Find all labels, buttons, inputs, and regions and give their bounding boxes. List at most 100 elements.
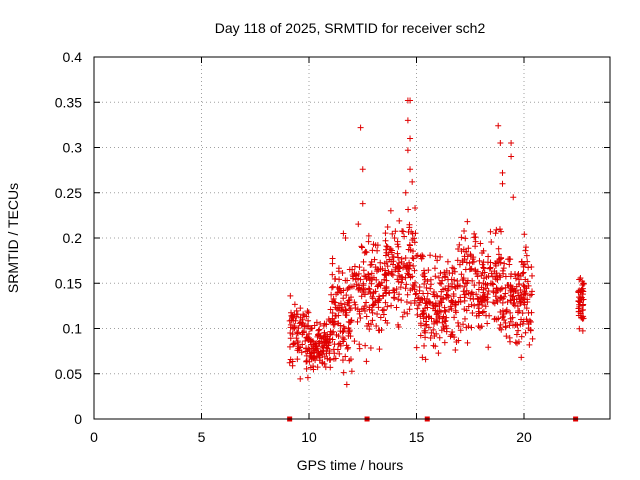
data-point [455, 323, 462, 330]
data-point [428, 281, 435, 288]
data-point [360, 258, 367, 265]
data-point [489, 280, 496, 287]
data-point [421, 295, 428, 302]
data-point [358, 293, 365, 300]
data-point [435, 274, 442, 281]
data-point [502, 273, 509, 280]
data-point [576, 308, 583, 315]
data-point [346, 297, 353, 304]
data-point [513, 331, 520, 338]
data-point [354, 318, 361, 325]
data-point [498, 228, 505, 235]
data-point [304, 308, 311, 315]
data-point [313, 319, 320, 326]
data-point [323, 321, 330, 328]
data-point [316, 326, 323, 333]
data-point [376, 327, 383, 334]
data-point [440, 295, 447, 302]
data-point [474, 273, 481, 280]
data-point [328, 329, 335, 336]
data-point [444, 258, 451, 265]
data-point [321, 360, 328, 367]
data-point [414, 295, 421, 302]
data-point [391, 287, 398, 294]
data-point [441, 269, 448, 276]
data-point [413, 344, 420, 351]
data-point [465, 245, 472, 252]
data-point [524, 258, 531, 265]
data-point [401, 309, 408, 316]
data-point [518, 258, 525, 265]
data-point [469, 277, 476, 284]
data-point [286, 343, 293, 350]
data-point [342, 235, 349, 241]
data-point [319, 347, 326, 354]
data-point [336, 307, 343, 314]
data-point [497, 321, 504, 328]
x-tick-label: 5 [198, 429, 206, 445]
data-point [396, 217, 403, 224]
data-point [373, 322, 380, 329]
data-point [369, 247, 376, 254]
data-point [476, 301, 483, 308]
data-point [580, 306, 587, 313]
data-point [403, 298, 410, 305]
data-point [404, 147, 411, 154]
x-tick-label: 10 [301, 429, 317, 445]
data-point [434, 319, 441, 326]
data-point [466, 260, 473, 267]
x-tick-label: 20 [516, 429, 532, 445]
data-point [451, 268, 458, 275]
data-point [526, 341, 533, 348]
data-point [482, 285, 489, 292]
data-point [399, 313, 406, 320]
data-point [437, 253, 444, 260]
data-point [347, 333, 354, 340]
data-point [411, 239, 418, 246]
data-point [443, 328, 450, 335]
data-point [366, 286, 373, 293]
data-point [358, 243, 365, 250]
data-point [392, 266, 399, 273]
data-point [454, 257, 461, 264]
data-point [409, 178, 416, 185]
data-point [398, 255, 405, 262]
data-point [359, 244, 366, 251]
data-point [369, 293, 376, 300]
data-point [513, 321, 520, 328]
data-point [330, 346, 337, 353]
data-point [311, 349, 318, 356]
data-point [297, 319, 304, 326]
data-point [500, 270, 507, 277]
data-point [525, 321, 532, 328]
data-point [504, 299, 511, 306]
data-point [332, 304, 339, 311]
data-point [381, 260, 388, 267]
data-point [459, 276, 466, 283]
data-point [490, 281, 497, 288]
data-point [368, 280, 375, 287]
data-point [324, 333, 331, 340]
data-point [423, 284, 430, 291]
data-point [519, 296, 526, 303]
data-point [461, 306, 468, 313]
data-point [369, 302, 376, 309]
data-point [405, 206, 412, 213]
data-point [470, 296, 477, 303]
data-point [365, 238, 372, 245]
data-point [405, 265, 412, 272]
data-point [465, 303, 472, 310]
data-point [463, 324, 470, 331]
data-point [428, 329, 435, 336]
data-point [289, 331, 296, 338]
data-point [368, 307, 375, 314]
data-point [329, 255, 336, 262]
data-point [294, 356, 301, 363]
data-point [473, 312, 480, 319]
data-point [409, 255, 416, 262]
data-point [311, 322, 318, 329]
data-point [342, 306, 349, 313]
data-point [579, 315, 586, 322]
data-point [432, 300, 439, 307]
data-point [346, 307, 353, 314]
